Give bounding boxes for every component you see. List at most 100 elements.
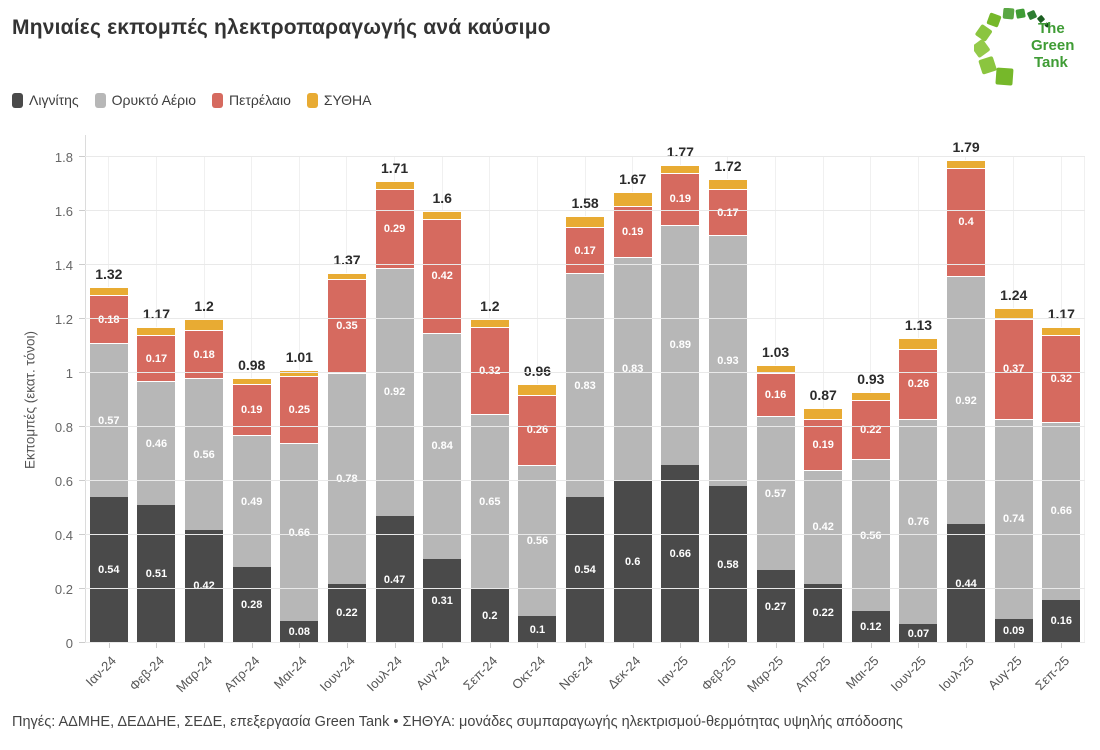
- stacked-bar[interactable]: 0.58 0.93 0.17: [708, 157, 747, 643]
- bar-segment[interactable]: 0.78: [327, 373, 366, 584]
- bar-segment[interactable]: 0.46: [137, 381, 176, 506]
- stacked-bar[interactable]: 0.08 0.66 0.25: [280, 157, 319, 643]
- stacked-bar[interactable]: 0.6 0.83 0.19: [613, 157, 652, 643]
- bar-segment[interactable]: 0.35: [327, 278, 366, 373]
- stacked-bar[interactable]: 0.31 0.84 0.42: [423, 157, 462, 643]
- bar-segment[interactable]: 0.18: [89, 294, 128, 344]
- bar-segment[interactable]: [613, 192, 652, 206]
- bar-segment[interactable]: 0.08: [280, 621, 319, 643]
- bar-segment[interactable]: [137, 327, 176, 336]
- bar-segment[interactable]: 0.4: [947, 167, 986, 276]
- stacked-bar[interactable]: 0.1 0.56 0.26: [518, 157, 557, 643]
- bar-segment[interactable]: 0.56: [518, 464, 557, 616]
- stacked-bar[interactable]: 0.27 0.57 0.16: [756, 157, 795, 643]
- stacked-bar[interactable]: 0.54 0.57 0.18: [89, 157, 128, 643]
- bar-segment[interactable]: [470, 319, 509, 328]
- bar-segment[interactable]: [185, 319, 224, 330]
- stacked-bar[interactable]: 0.12 0.56 0.22: [851, 157, 890, 643]
- bar-segment[interactable]: 0.17: [566, 227, 605, 274]
- bar-segment[interactable]: 0.84: [423, 332, 462, 560]
- bar-segment[interactable]: 0.28: [232, 567, 271, 643]
- bar-segment[interactable]: 0.37: [994, 319, 1033, 419]
- stacked-bar[interactable]: 0.28 0.49 0.19: [232, 157, 271, 643]
- bar-segment[interactable]: 0.26: [518, 394, 557, 465]
- bar-segment[interactable]: 0.17: [137, 335, 176, 382]
- bar-segment[interactable]: 0.1: [518, 616, 557, 643]
- bar-segment[interactable]: 0.18: [185, 329, 224, 379]
- bar-segment[interactable]: 0.56: [185, 378, 224, 530]
- bar-segment[interactable]: 0.58: [708, 486, 747, 643]
- bar-segment[interactable]: 0.22: [851, 400, 890, 460]
- bar-segment[interactable]: 0.42: [185, 529, 224, 643]
- stacked-bar[interactable]: 0.44 0.92 0.4: [947, 157, 986, 643]
- stacked-bar[interactable]: 0.54 0.83 0.17: [566, 157, 605, 643]
- bar-segment[interactable]: [851, 391, 890, 400]
- bar-segment[interactable]: 0.92: [947, 275, 986, 525]
- stacked-bar[interactable]: 0.51 0.46 0.17: [137, 157, 176, 643]
- bar-segment[interactable]: 0.47: [375, 516, 414, 643]
- bar-segment[interactable]: [804, 408, 843, 419]
- bar-segment[interactable]: 0.22: [327, 583, 366, 643]
- bar-segment[interactable]: 0.83: [566, 273, 605, 498]
- bar-segment[interactable]: 0.76: [899, 418, 938, 625]
- stacked-bar[interactable]: 0.07 0.76 0.26: [899, 157, 938, 643]
- stacked-bar[interactable]: 0.22 0.42 0.19: [804, 157, 843, 643]
- bar-segment[interactable]: 0.57: [89, 343, 128, 498]
- bar-segment[interactable]: 0.66: [661, 464, 700, 643]
- stacked-bar[interactable]: 0.66 0.89 0.19: [661, 157, 700, 643]
- bar-segment[interactable]: 0.42: [804, 470, 843, 584]
- bar-segment[interactable]: 0.12: [851, 610, 890, 643]
- bar-segment[interactable]: 0.57: [756, 416, 795, 571]
- bar-segment[interactable]: 0.49: [232, 435, 271, 568]
- bar-segment[interactable]: [1042, 327, 1081, 336]
- bar-segment[interactable]: 0.09: [994, 618, 1033, 643]
- bar-segment[interactable]: [661, 165, 700, 174]
- bar-segment[interactable]: 0.19: [661, 173, 700, 225]
- bar-segment[interactable]: 0.26: [899, 348, 938, 419]
- stacked-bar[interactable]: 0.09 0.74 0.37: [994, 157, 1033, 643]
- bar-segment[interactable]: [994, 308, 1033, 320]
- bar-segment[interactable]: 0.93: [708, 235, 747, 487]
- bar-segment[interactable]: [518, 383, 557, 395]
- bar-segment[interactable]: 0.27: [756, 570, 795, 643]
- bar-segment[interactable]: 0.07: [899, 624, 938, 643]
- bar-segment[interactable]: 0.6: [613, 481, 652, 643]
- bar-segment[interactable]: 0.29: [375, 189, 414, 268]
- bar-segment[interactable]: [566, 216, 605, 228]
- bar-segment[interactable]: 0.66: [1042, 421, 1081, 600]
- bar-segment[interactable]: 0.16: [756, 373, 795, 417]
- bar-segment[interactable]: 0.66: [280, 443, 319, 622]
- bar-segment[interactable]: 0.44: [947, 524, 986, 643]
- bar-segment[interactable]: 0.19: [613, 205, 652, 257]
- stacked-bar[interactable]: 0.22 0.78 0.35: [327, 157, 366, 643]
- bar-segment[interactable]: 0.32: [470, 327, 509, 414]
- stacked-bar[interactable]: 0.47 0.92 0.29: [375, 157, 414, 643]
- bar-segment[interactable]: 0.25: [280, 375, 319, 444]
- bar-segment[interactable]: [899, 337, 938, 349]
- bar-segment[interactable]: 0.54: [566, 497, 605, 643]
- stacked-bar[interactable]: 0.16 0.66 0.32: [1042, 157, 1081, 643]
- bar-segment[interactable]: [947, 159, 986, 168]
- bar-segment[interactable]: [375, 181, 414, 190]
- bar-segment[interactable]: [89, 286, 128, 295]
- bar-segment[interactable]: 0.65: [470, 413, 509, 589]
- bar-segment[interactable]: 0.83: [613, 256, 652, 482]
- bar-segment[interactable]: 0.19: [804, 418, 843, 471]
- bar-segment[interactable]: 0.31: [423, 559, 462, 643]
- bar-segment[interactable]: [327, 273, 366, 279]
- bar-segment[interactable]: 0.54: [89, 497, 128, 643]
- bar-segment[interactable]: 0.17: [708, 189, 747, 236]
- stacked-bar[interactable]: 0.42 0.56 0.18: [185, 157, 224, 643]
- bar-segment[interactable]: [280, 370, 319, 376]
- bar-segment[interactable]: 0.19: [232, 383, 271, 436]
- bar-segment[interactable]: [756, 364, 795, 373]
- bar-segment[interactable]: [708, 178, 747, 190]
- bar-segment[interactable]: 0.92: [375, 267, 414, 517]
- bar-segment[interactable]: 0.16: [1042, 599, 1081, 643]
- stacked-bar[interactable]: 0.2 0.65 0.32: [470, 157, 509, 643]
- bar-segment[interactable]: 0.56: [851, 459, 890, 611]
- bar-segment[interactable]: [232, 378, 271, 384]
- bar-segment[interactable]: [423, 211, 462, 220]
- bar-segment[interactable]: 0.74: [994, 418, 1033, 619]
- bar-segment[interactable]: 0.22: [804, 583, 843, 643]
